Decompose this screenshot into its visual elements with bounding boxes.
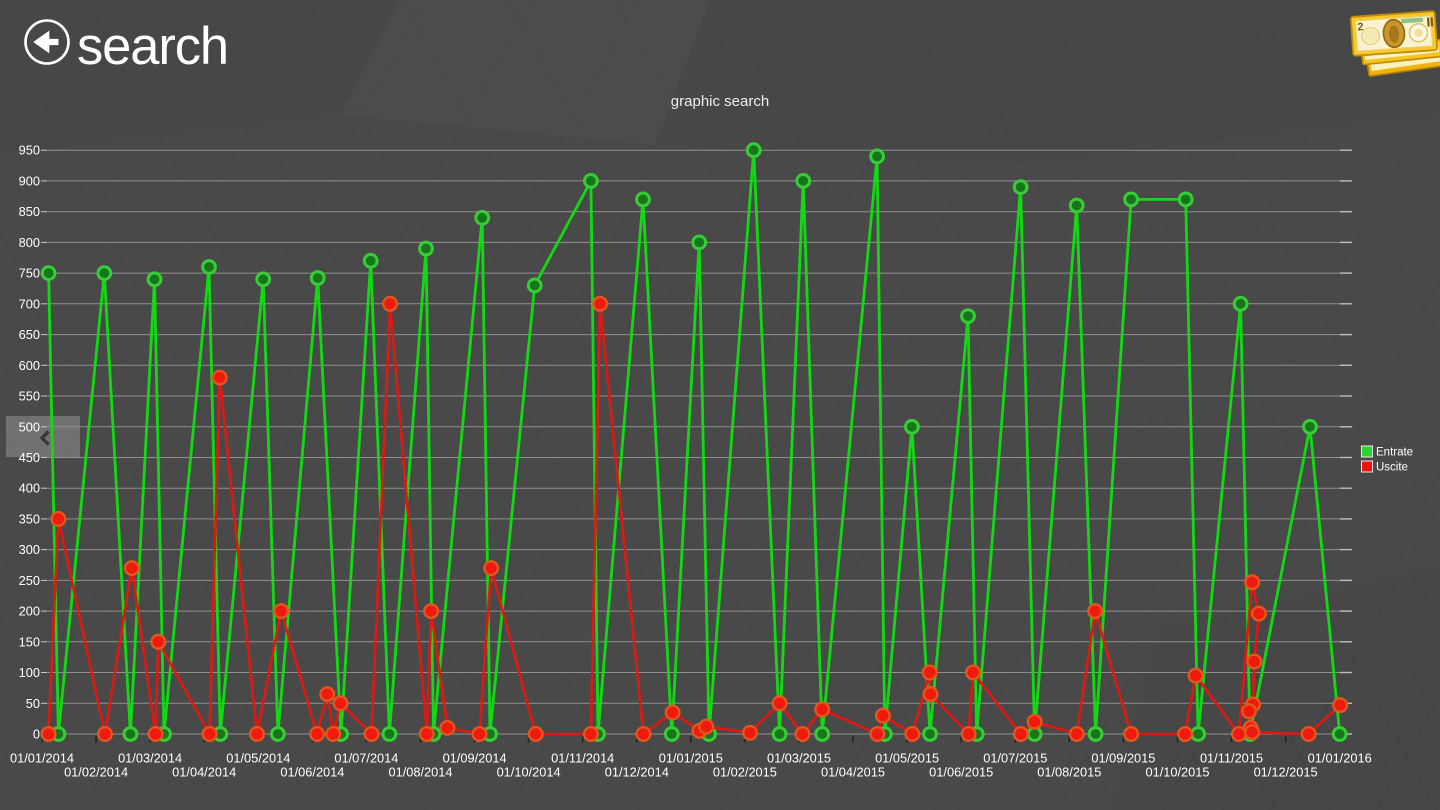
svg-text:01/12/2014: 01/12/2014 — [605, 765, 669, 780]
svg-text:01/07/2015: 01/07/2015 — [983, 751, 1047, 766]
svg-text:search: search — [77, 17, 228, 76]
svg-text:01/04/2015: 01/04/2015 — [821, 765, 885, 780]
svg-text:200: 200 — [19, 604, 40, 619]
svg-text:50: 50 — [26, 696, 40, 711]
svg-text:01/05/2015: 01/05/2015 — [875, 751, 939, 766]
svg-text:250: 250 — [19, 573, 40, 588]
svg-text:900: 900 — [19, 173, 40, 188]
svg-text:600: 600 — [19, 358, 40, 373]
svg-text:01/02/2014: 01/02/2014 — [64, 765, 128, 780]
svg-text:650: 650 — [19, 327, 40, 342]
svg-text:550: 550 — [19, 389, 40, 404]
svg-text:01/04/2014: 01/04/2014 — [172, 765, 236, 780]
svg-text:300: 300 — [19, 542, 40, 557]
svg-text:01/01/2016: 01/01/2016 — [1308, 751, 1372, 766]
svg-text:700: 700 — [19, 296, 40, 311]
svg-text:400: 400 — [19, 481, 40, 496]
svg-text:850: 850 — [19, 204, 40, 219]
svg-text:2: 2 — [1357, 21, 1364, 33]
svg-text:500: 500 — [19, 419, 40, 434]
svg-text:100: 100 — [19, 665, 40, 680]
svg-text:800: 800 — [19, 235, 40, 250]
svg-text:950: 950 — [19, 143, 40, 158]
svg-text:01/01/2015: 01/01/2015 — [659, 751, 723, 766]
svg-text:01/12/2015: 01/12/2015 — [1254, 765, 1318, 780]
svg-text:01/03/2015: 01/03/2015 — [767, 751, 831, 766]
svg-text:01/08/2014: 01/08/2014 — [388, 765, 452, 780]
svg-text:Entrate: Entrate — [1376, 447, 1413, 459]
svg-text:01/08/2015: 01/08/2015 — [1037, 765, 1101, 780]
svg-text:01/09/2015: 01/09/2015 — [1091, 751, 1155, 766]
svg-text:01/10/2015: 01/10/2015 — [1145, 765, 1209, 780]
svg-text:01/03/2014: 01/03/2014 — [118, 751, 182, 766]
svg-text:0: 0 — [33, 727, 40, 742]
svg-text:450: 450 — [19, 450, 40, 465]
svg-text:01/10/2014: 01/10/2014 — [497, 765, 561, 780]
svg-text:01/07/2014: 01/07/2014 — [334, 751, 398, 766]
svg-text:01/09/2014: 01/09/2014 — [443, 751, 507, 766]
svg-text:01/11/2014: 01/11/2014 — [551, 751, 614, 766]
svg-text:750: 750 — [19, 266, 40, 281]
svg-text:Uscite: Uscite — [1376, 462, 1408, 474]
svg-text:01/01/2014: 01/01/2014 — [10, 751, 74, 766]
svg-text:350: 350 — [19, 511, 40, 526]
svg-text:01/06/2015: 01/06/2015 — [929, 765, 993, 780]
svg-text:01/02/2015: 01/02/2015 — [713, 765, 777, 780]
svg-text:150: 150 — [19, 634, 40, 649]
svg-text:01/06/2014: 01/06/2014 — [280, 765, 344, 780]
svg-text:01/05/2014: 01/05/2014 — [226, 751, 290, 766]
svg-text:01/11/2015: 01/11/2015 — [1200, 751, 1263, 766]
